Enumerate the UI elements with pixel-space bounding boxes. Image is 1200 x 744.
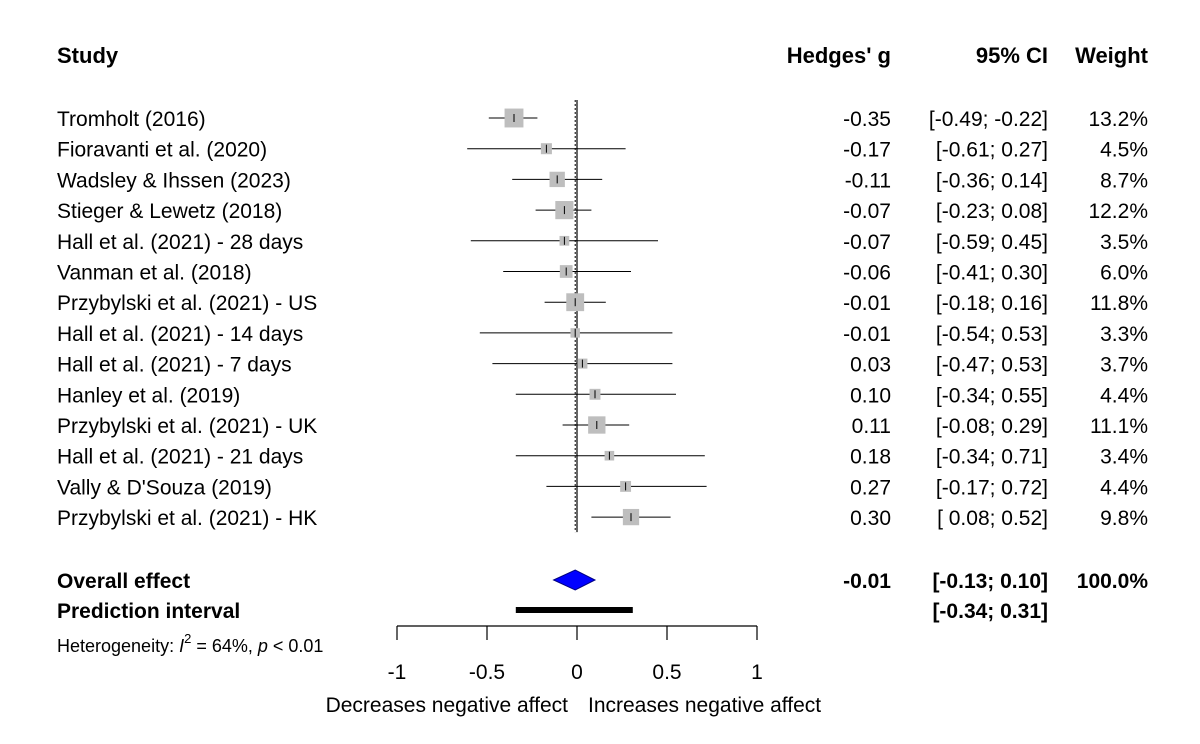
- weight-value: 12.2%: [1088, 200, 1148, 223]
- weight-value: 9.8%: [1100, 507, 1148, 530]
- ci-value: [-0.18; 0.16]: [936, 292, 1048, 315]
- heterogeneity-prefix: Heterogeneity:: [57, 636, 179, 656]
- ci-value: [-0.34; 0.55]: [936, 384, 1048, 407]
- study-name: Fioravanti et al. (2020): [57, 139, 267, 162]
- study-row: Wadsley & Ihssen (2023) -0.11 [-0.36; 0.14…: [57, 169, 1148, 192]
- study-row: Hanley et al. (2019) 0.10 [-0.34; 0.55] 4.4…: [57, 384, 1148, 407]
- effect-value: 0.10: [850, 384, 891, 407]
- weight-value: 3.7%: [1100, 354, 1148, 377]
- ci-value: [-0.34; 0.71]: [936, 446, 1048, 469]
- study-row: Hall et al. (2021) - 28 days -0.07 [-0.59;…: [57, 231, 1148, 254]
- header-study: Study: [57, 43, 119, 68]
- ci-value: [-0.59; 0.45]: [936, 231, 1048, 254]
- overall-weight-value: 100.0%: [1077, 570, 1149, 593]
- prediction-ci-value: [-0.34; 0.31]: [932, 600, 1048, 623]
- study-row: Hall et al. (2021) - 7 days 0.03 [-0.47; 0…: [57, 354, 1148, 377]
- study-name: Tromholt (2016): [57, 108, 206, 131]
- ci-value: [-0.54; 0.53]: [936, 323, 1048, 346]
- study-name: Vanman et al. (2018): [57, 262, 252, 285]
- study-row: Stieger & Lewetz (2018) -0.07 [-0.23; 0.08…: [57, 200, 1148, 223]
- effect-value: 0.27: [850, 476, 891, 499]
- study-row: Przybylski et al. (2021) - UK 0.11 [-0.08;…: [57, 415, 1148, 438]
- effect-value: 0.03: [850, 354, 891, 377]
- study-row: Hall et al. (2021) - 21 days 0.18 [-0.34; …: [57, 446, 1148, 469]
- weight-value: 6.0%: [1100, 262, 1148, 285]
- x-tick-label: -0.5: [469, 661, 505, 684]
- ci-value: [-0.17; 0.72]: [936, 476, 1048, 499]
- x-tick-label: -1: [388, 661, 407, 684]
- weight-value: 11.8%: [1090, 292, 1148, 315]
- study-name: Wadsley & Ihssen (2023): [57, 169, 291, 192]
- effect-value: -0.06: [843, 262, 891, 285]
- weight-value: 4.4%: [1100, 476, 1148, 499]
- effect-value: -0.01: [843, 323, 891, 346]
- heterogeneity-i-exponent: 2: [184, 631, 191, 646]
- overall-diamond: [552, 569, 597, 591]
- weight-value: 3.5%: [1100, 231, 1148, 254]
- study-name: Przybylski et al. (2021) - UK: [57, 415, 317, 438]
- ci-value: [-0.47; 0.53]: [936, 354, 1048, 377]
- header-hedges-g: Hedges' g: [787, 43, 891, 68]
- weight-value: 4.4%: [1100, 384, 1148, 407]
- study-name: Hall et al. (2021) - 21 days: [57, 446, 303, 469]
- study-row: Vally & D'Souza (2019) 0.27 [-0.17; 0.72] 4…: [57, 476, 1148, 499]
- ci-value: [-0.08; 0.29]: [936, 415, 1048, 438]
- weight-value: 8.7%: [1100, 169, 1148, 192]
- xlabel-left: Decreases negative affect: [326, 694, 569, 717]
- heterogeneity-i-symbol: I: [179, 636, 184, 656]
- heterogeneity-p-value: < 0.01: [268, 636, 324, 656]
- weight-value: 4.5%: [1100, 139, 1148, 162]
- heterogeneity-note: Heterogeneity: I2 = 64%, p < 0.01: [57, 631, 323, 656]
- x-tick-label: 1: [751, 661, 763, 684]
- effect-value: -0.07: [843, 200, 891, 223]
- prediction-label: Prediction interval: [57, 600, 240, 623]
- effect-value: 0.30: [850, 507, 891, 530]
- effect-value: 0.11: [852, 415, 891, 438]
- overall-ci-value: [-0.13; 0.10]: [932, 570, 1048, 593]
- study-name: Przybylski et al. (2021) - HK: [57, 507, 317, 530]
- header-ci: 95% CI: [976, 43, 1048, 68]
- study-name: Przybylski et al. (2021) - US: [57, 292, 317, 315]
- study-row: Przybylski et al. (2021) - HK 0.30 [ 0.08;…: [57, 507, 1148, 530]
- effect-value: 0.18: [850, 446, 891, 469]
- study-row: Fioravanti et al. (2020) -0.17 [-0.61; 0.2…: [57, 139, 1148, 162]
- ci-value: [-0.49; -0.22]: [929, 108, 1048, 131]
- study-row: Przybylski et al. (2021) - US -0.01 [-0.18…: [57, 292, 1148, 315]
- study-row: Vanman et al. (2018) -0.06 [-0.41; 0.30] 6.…: [57, 262, 1148, 285]
- x-tick-label: 0.5: [652, 661, 681, 684]
- heterogeneity-i-value: = 64%,: [191, 636, 258, 656]
- weight-value: 3.3%: [1100, 323, 1148, 346]
- ci-value: [ 0.08; 0.52]: [937, 507, 1048, 530]
- header-weight: Weight: [1075, 43, 1149, 68]
- overall-label: Overall effect: [57, 570, 190, 593]
- ci-value: [-0.41; 0.30]: [936, 262, 1048, 285]
- study-row: Hall et al. (2021) - 14 days -0.01 [-0.54;…: [57, 323, 1148, 346]
- weight-value: 13.2%: [1088, 108, 1148, 131]
- study-name: Hall et al. (2021) - 28 days: [57, 231, 303, 254]
- weight-value: 11.1%: [1090, 415, 1148, 438]
- effect-value: -0.01: [843, 292, 891, 315]
- study-name: Hall et al. (2021) - 7 days: [57, 354, 292, 377]
- study-name: Vally & D'Souza (2019): [57, 476, 272, 499]
- study-name: Hanley et al. (2019): [57, 384, 240, 407]
- study-row: Tromholt (2016) -0.35 [-0.49; -0.22] 13.2%: [57, 108, 1148, 131]
- effect-value: -0.07: [843, 231, 891, 254]
- ci-value: [-0.23; 0.08]: [936, 200, 1048, 223]
- study-name: Stieger & Lewetz (2018): [57, 200, 282, 223]
- overall-effect-value: -0.01: [843, 570, 891, 593]
- heterogeneity-p-symbol: p: [257, 636, 268, 656]
- effect-value: -0.11: [845, 169, 891, 192]
- effect-value: -0.35: [843, 108, 891, 131]
- xlabel-right: Increases negative affect: [588, 694, 821, 717]
- effect-value: -0.17: [843, 139, 891, 162]
- weight-value: 3.4%: [1100, 446, 1148, 469]
- ci-value: [-0.36; 0.14]: [936, 169, 1048, 192]
- ci-value: [-0.61; 0.27]: [936, 139, 1048, 162]
- study-name: Hall et al. (2021) - 14 days: [57, 323, 303, 346]
- x-tick-label: 0: [571, 661, 583, 684]
